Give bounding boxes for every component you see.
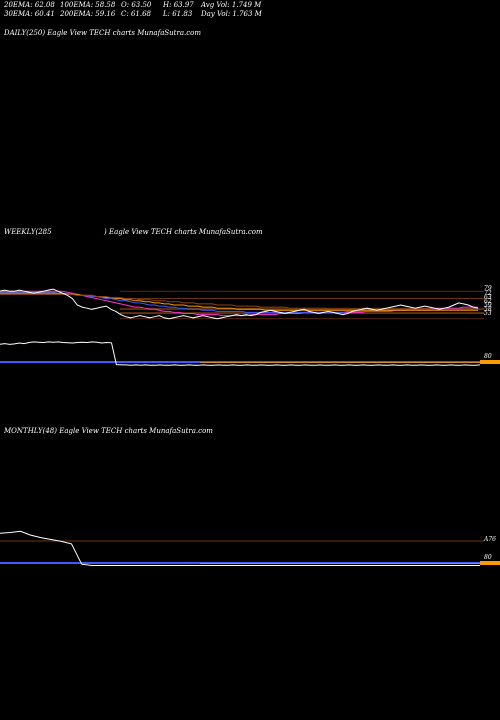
daily-panel-title: DAILY(250) Eagle View TECH charts Munafa… <box>4 29 202 37</box>
weekly-indicator-end-bar <box>480 360 500 364</box>
ema200-label: 200EMA: 59.16 <box>60 10 116 18</box>
weekly-panel-title-left: WEEKLY(285 <box>4 228 52 236</box>
close-label: C: 61.68 <box>121 10 151 18</box>
monthly-tick-label: A76 <box>483 536 496 543</box>
weekly-price-line <box>0 288 479 320</box>
weekly-ema-line <box>0 293 478 310</box>
open-label: O: 63.50 <box>121 1 152 9</box>
weekly-tick-label: 58 <box>484 306 492 313</box>
weekly-tick-label: 63 <box>484 294 492 301</box>
ema30-label: 30EMA: 60.41 <box>4 10 55 18</box>
weekly-tick-label: 72 <box>484 290 492 297</box>
low-label: L: 61.83 <box>163 10 193 18</box>
weekly-indicator-tick: 80 <box>484 353 492 360</box>
avg-volume-label: Avg Vol: 1.749 M <box>201 1 262 9</box>
monthly-tick-label: 80 <box>484 554 492 561</box>
high-label: H: 63.97 <box>163 1 194 9</box>
monthly-panel-title: MONTHLY(48) Eagle View TECH charts Munaf… <box>4 427 213 435</box>
weekly-tick-label: 53 <box>484 310 492 317</box>
ema20-label: 20EMA: 62.08 <box>4 1 55 9</box>
weekly-indicator-line <box>0 341 481 366</box>
weekly-tick-label: 79 <box>484 285 492 292</box>
weekly-panel-title-right: ) Eagle View TECH charts MunafaSutra.com <box>104 228 263 236</box>
weekly-tick-label: 62 <box>484 298 492 305</box>
weekly-tick-label: 59 <box>484 302 492 309</box>
day-volume-label: Day Vol: 1.763 M <box>201 10 262 18</box>
weekly-ema-line <box>0 292 478 311</box>
monthly-end-bar <box>480 561 500 565</box>
monthly-price-line <box>0 530 480 566</box>
ema100-label: 100EMA: 58.58 <box>60 1 116 9</box>
